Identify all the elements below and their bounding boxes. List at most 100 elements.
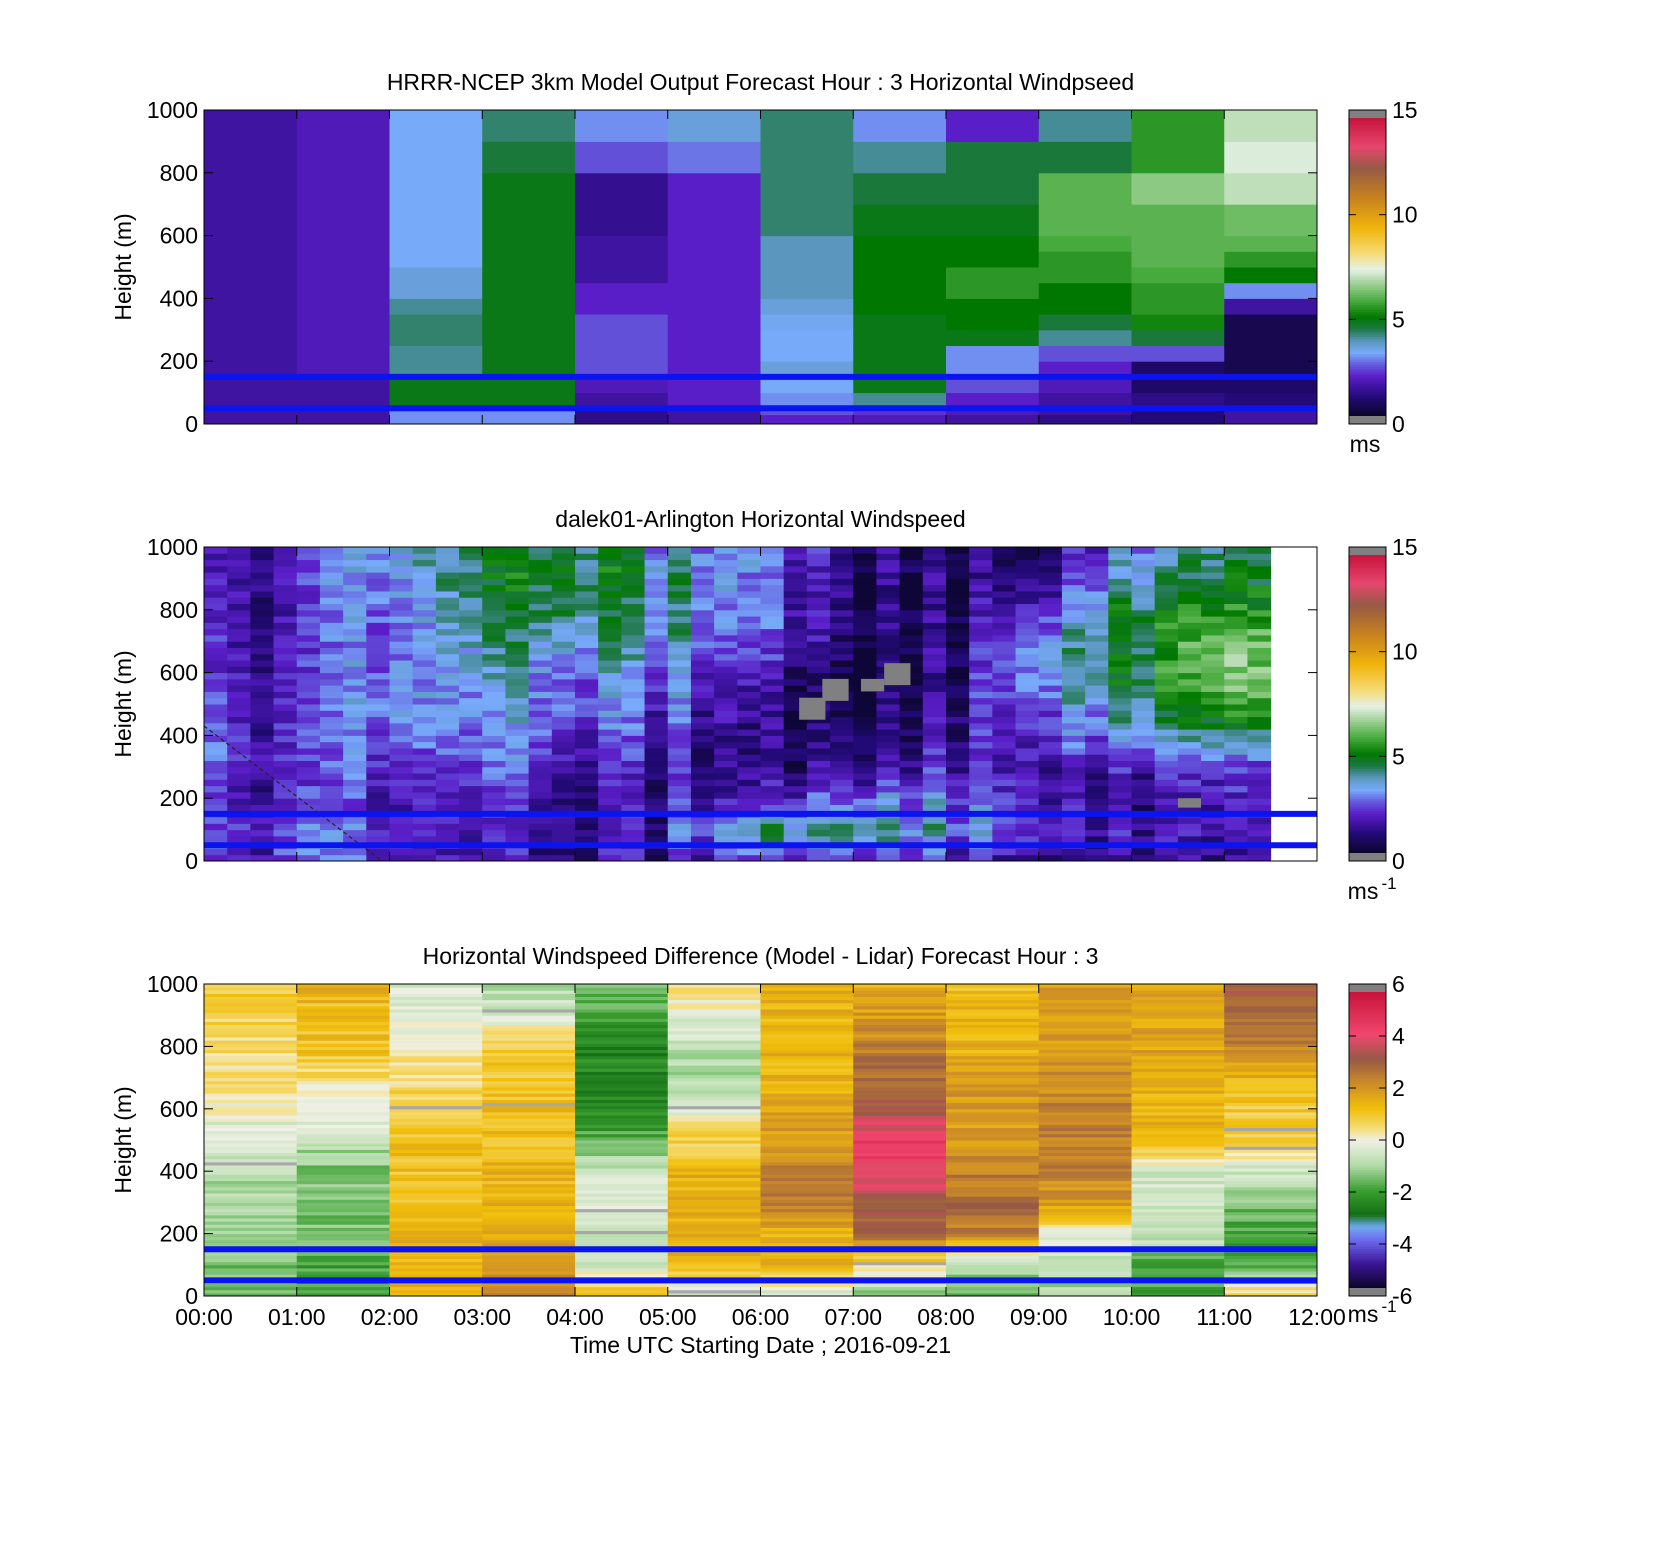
heatmap-cell [598, 747, 622, 755]
heatmap-cell [482, 1271, 576, 1275]
heatmap-cell [273, 791, 298, 799]
heatmap-cell [1154, 773, 1179, 780]
heatmap-cell [1015, 854, 1040, 862]
heatmap-cell [1177, 823, 1202, 831]
heatmap-cell [806, 785, 831, 793]
heatmap-cell [644, 584, 669, 592]
heatmap-cell [760, 1052, 854, 1057]
heatmap-cell [482, 1202, 576, 1207]
heatmap-cell [946, 1168, 1040, 1172]
y-tick-label: 1000 [147, 971, 198, 997]
heatmap-cell [1224, 641, 1248, 648]
heatmap-cell [760, 729, 785, 736]
heatmap-cell [459, 628, 483, 636]
heatmap-cell [1201, 804, 1225, 812]
heatmap-cell [389, 996, 483, 1001]
heatmap-cell [551, 735, 576, 743]
heatmap-cell [551, 678, 576, 686]
heatmap-cell [922, 835, 947, 843]
heatmap-cell [389, 1090, 483, 1094]
heatmap-cell [922, 729, 947, 736]
heatmap-cell [598, 641, 622, 648]
colorbar-swatch [1349, 1093, 1386, 1097]
heatmap-cell [296, 990, 390, 994]
heatmap-cell [1201, 697, 1225, 705]
heatmap-cell [296, 603, 321, 611]
colorbar-swatch [1349, 386, 1386, 390]
heatmap-cell [505, 785, 530, 793]
heatmap-cell [876, 735, 901, 743]
heatmap-cell [667, 710, 692, 718]
heatmap-cell [1131, 685, 1156, 692]
colorbar-swatch [1349, 339, 1386, 343]
heatmap-cell [1131, 1068, 1225, 1072]
heatmap-cell [621, 634, 646, 642]
heatmap-cell [667, 584, 692, 592]
heatmap-cell [946, 773, 970, 780]
colorbar-swatch [1349, 1159, 1386, 1163]
heatmap-cell [946, 1049, 1040, 1054]
heatmap-cell [482, 660, 506, 667]
heatmap-cell [366, 817, 390, 824]
heatmap-cell [1247, 622, 1272, 630]
heatmap-cell [853, 1040, 947, 1044]
colorbar-swatch [1349, 848, 1386, 852]
heatmap-cell [760, 616, 785, 623]
heatmap-cell [1131, 1018, 1225, 1022]
heatmap-cell [667, 1015, 761, 1019]
heatmap-cell [575, 1252, 669, 1256]
heatmap-cell [644, 779, 669, 787]
heatmap-cell [1085, 741, 1109, 749]
heatmap-cell [1015, 584, 1040, 592]
heatmap-cell [412, 766, 437, 774]
colorbar-swatch [1349, 1221, 1386, 1225]
heatmap-cell [389, 1158, 483, 1163]
heatmap-cell [1015, 647, 1040, 655]
heatmap-cell [1177, 729, 1202, 736]
heatmap-cell [482, 1102, 576, 1107]
heatmap-cell [1131, 622, 1156, 630]
heatmap-cell [853, 1158, 947, 1163]
heatmap-cell [1131, 1062, 1225, 1066]
heatmap-cell [1085, 678, 1109, 686]
heatmap-cell [598, 622, 622, 630]
heatmap-cell [1108, 697, 1132, 705]
heatmap-cell [366, 716, 390, 724]
heatmap-cell [853, 1152, 947, 1157]
heatmap-cell [946, 1261, 1040, 1266]
heatmap-cell [435, 848, 460, 856]
heatmap-cell [389, 634, 414, 642]
heatmap-cell [621, 697, 646, 705]
heatmap-cell [667, 1111, 761, 1116]
heatmap-cell [760, 1189, 854, 1194]
heatmap-cell [389, 1199, 483, 1203]
heatmap-cell [482, 691, 506, 699]
heatmap-cell [1177, 653, 1202, 661]
colorbar-swatch [1349, 1125, 1386, 1129]
colorbar-swatch [1349, 264, 1386, 268]
heatmap-cell [644, 741, 669, 749]
heatmap-cell [482, 1046, 576, 1051]
heatmap-cell [296, 1180, 390, 1185]
colorbar-swatch [1349, 122, 1386, 127]
heatmap-cell [760, 1183, 854, 1188]
heatmap-cell [1038, 251, 1132, 268]
heatmap-cell [1131, 1292, 1225, 1297]
heatmap-cell [783, 710, 808, 718]
heatmap-cell [830, 572, 854, 579]
heatmap-cell [1015, 704, 1040, 711]
heatmap-cell [1038, 1071, 1132, 1075]
heatmap-cell [459, 735, 483, 743]
heatmap-cell [644, 704, 669, 711]
colorbar-swatch [1349, 1144, 1386, 1148]
heatmap-cell [946, 1199, 1040, 1203]
heatmap-cell [1177, 547, 1202, 554]
heatmap-cell [1038, 1021, 1132, 1026]
heatmap-cell [482, 641, 506, 648]
heatmap-cell [296, 848, 321, 856]
heatmap-cell [690, 804, 715, 812]
heatmap-cell [853, 603, 877, 611]
heatmap-cell [575, 1174, 669, 1178]
heatmap-cell [922, 829, 947, 837]
heatmap-cell [343, 641, 367, 648]
